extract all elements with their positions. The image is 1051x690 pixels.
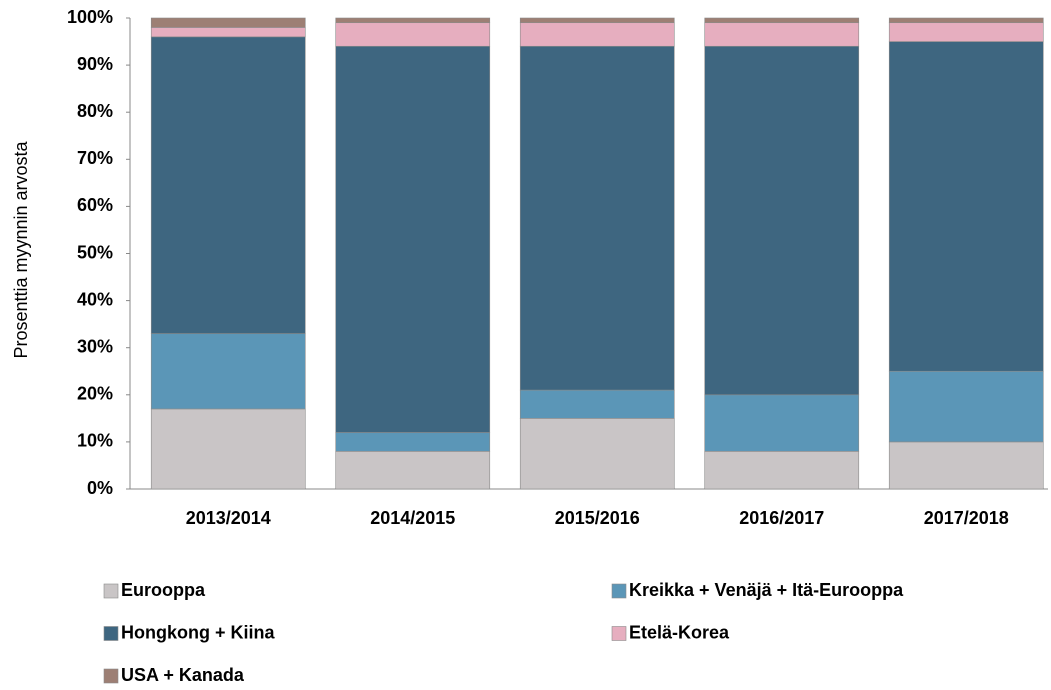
bar-segment (519, 389, 675, 419)
bar-segment (150, 17, 306, 28)
y-tick-label: 10% (77, 431, 113, 451)
bar-segment (888, 17, 1044, 24)
bar-segment (519, 22, 675, 47)
bar-segment (335, 432, 491, 452)
legend-swatch (103, 626, 119, 641)
bar-segment (150, 333, 306, 410)
y-axis-label: Prosenttia myynnin arvosta (11, 140, 31, 358)
bar-segment (519, 45, 675, 391)
bar-segment (150, 36, 306, 334)
bar-segment (335, 451, 491, 490)
legend-swatch (611, 583, 627, 599)
x-tick-label: 2017/2018 (924, 508, 1009, 528)
y-tick-label: 100% (67, 7, 113, 27)
legend-label: Eurooppa (121, 580, 206, 600)
bar-segment (335, 45, 491, 433)
bar-segment (704, 22, 860, 47)
legend-label: Kreikka + Venäjä + Itä-Eurooppa (629, 580, 904, 600)
x-tick-label: 2013/2014 (186, 508, 271, 528)
legend-swatch (103, 668, 119, 684)
y-tick-label: 50% (77, 242, 113, 262)
x-tick-label: 2015/2016 (555, 508, 640, 528)
bar-segment (519, 418, 675, 490)
bar-segment (519, 17, 675, 24)
legend-swatch (103, 583, 119, 599)
y-tick-label: 40% (77, 289, 113, 309)
bar-segment (888, 41, 1044, 372)
y-tick-label: 60% (77, 195, 113, 215)
y-tick-label: 70% (77, 148, 113, 168)
y-tick-label: 90% (77, 54, 113, 74)
bar-segment (150, 27, 306, 38)
y-tick-label: 30% (77, 336, 113, 356)
x-tick-label: 2016/2017 (739, 508, 824, 528)
legend-label: USA + Kanada (121, 665, 245, 685)
legend-label: Etelä-Korea (629, 622, 730, 642)
y-tick-label: 20% (77, 384, 113, 404)
legend-swatch (611, 626, 627, 641)
bar-segment (704, 17, 860, 24)
bar-segment (335, 17, 491, 24)
bar-segment (888, 370, 1044, 443)
legend-label: Hongkong + Kiina (121, 622, 275, 642)
bar-segment (335, 22, 491, 47)
bar-segment (888, 441, 1044, 490)
bar-segment (150, 408, 306, 490)
x-tick-label: 2014/2015 (370, 508, 455, 528)
y-tick-label: 0% (87, 478, 113, 498)
bar-segment (888, 22, 1044, 42)
bar-segment (704, 451, 860, 490)
bar-segment (704, 45, 860, 396)
bar-segment (704, 394, 860, 452)
y-tick-label: 80% (77, 101, 113, 121)
